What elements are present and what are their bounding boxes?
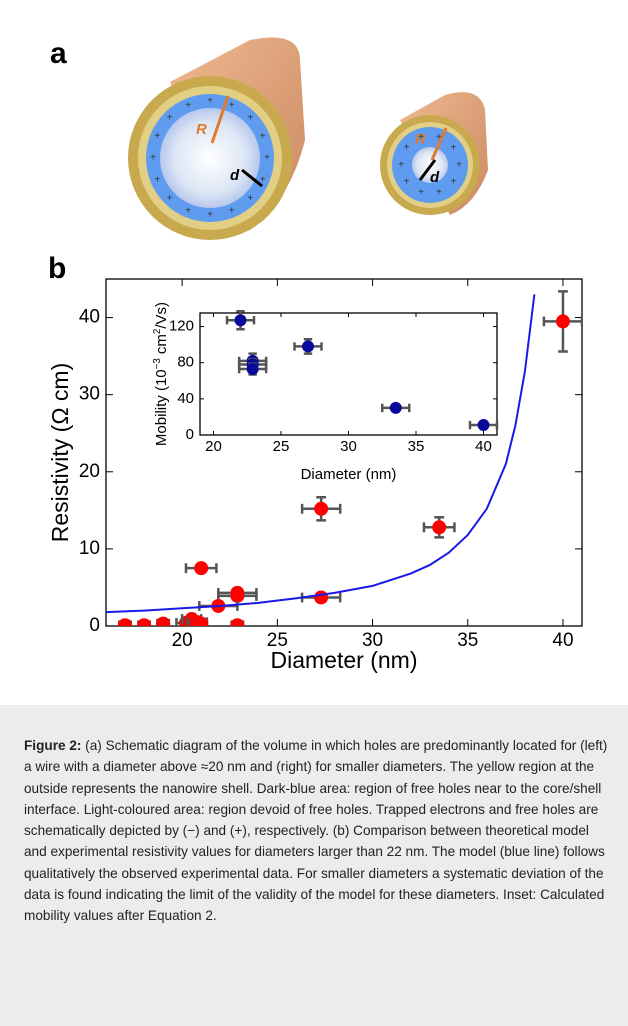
x-tick-label: 35 xyxy=(457,630,478,651)
figure: a R d R d ++++++++++++ + +++++++++++ ++ b 2… xyxy=(47,37,583,673)
x-tick-label: 30 xyxy=(362,630,383,651)
data-point xyxy=(230,618,245,626)
svg-text:+: + xyxy=(398,160,404,171)
svg-text:+: + xyxy=(247,112,253,123)
panel-label: b xyxy=(48,252,66,285)
svg-text:+: + xyxy=(229,205,235,216)
svg-text:+: + xyxy=(185,100,191,111)
label-R: R xyxy=(415,131,426,148)
svg-text:+: + xyxy=(207,210,213,221)
svg-text:+: + xyxy=(451,177,457,188)
label-d: d xyxy=(230,167,240,184)
data-point xyxy=(302,340,314,353)
svg-text:+: + xyxy=(154,174,160,185)
y-axis-label-part: −3 xyxy=(152,358,163,369)
data-point xyxy=(389,401,402,414)
x-tick-label: 40 xyxy=(475,438,492,455)
svg-text:+: + xyxy=(207,96,213,107)
svg-text:+: + xyxy=(404,143,410,154)
y-axis-label: Resistivity (Ω cm) xyxy=(47,363,73,542)
caption-label: Figure 2: xyxy=(24,738,82,753)
svg-text:+: + xyxy=(229,100,235,111)
y-axis-label-part: Mobility (10 xyxy=(153,369,170,446)
wire-large: R d xyxy=(128,37,305,240)
label-d: d xyxy=(430,169,440,186)
x-tick-label: 35 xyxy=(408,438,425,455)
caption-text: (a) Schematic diagram of the volume in w… xyxy=(24,738,608,924)
plot-frame xyxy=(199,312,498,436)
svg-text:+: + xyxy=(154,131,160,142)
x-axis-label: Diameter (nm) xyxy=(301,466,397,483)
svg-text:+: + xyxy=(404,177,410,188)
x-tick-label: 20 xyxy=(205,438,222,455)
plot-frame xyxy=(105,278,583,627)
svg-text:+: + xyxy=(260,131,266,142)
plot-area xyxy=(106,290,582,626)
svg-text:+: + xyxy=(264,153,270,164)
plot-area xyxy=(225,309,499,432)
x-tick-label: 25 xyxy=(267,630,288,651)
x-tick-label: 20 xyxy=(172,630,193,651)
data-point xyxy=(246,363,259,376)
y-tick-label: 120 xyxy=(169,318,194,335)
svg-text:+: + xyxy=(436,132,442,143)
svg-text:+: + xyxy=(418,132,424,143)
svg-text:+: + xyxy=(418,187,424,198)
svg-text:+: + xyxy=(260,174,266,185)
x-axis-label: Diameter (nm) xyxy=(271,647,418,673)
svg-text:+: + xyxy=(167,193,173,204)
charge-symbols: ++++++++++++ + +++++++++++ ++ xyxy=(150,96,462,221)
y-tick-label: 30 xyxy=(79,384,100,405)
svg-text:+: + xyxy=(436,187,442,198)
y-tick-label: 80 xyxy=(177,354,194,371)
svg-text:+: + xyxy=(167,112,173,123)
y-axis-label: Mobility (10−3 cm2/Vs) xyxy=(152,302,170,446)
data-point xyxy=(194,616,209,626)
data-point xyxy=(477,419,490,432)
label-R: R xyxy=(196,121,207,138)
model-line xyxy=(106,294,536,614)
svg-text:+: + xyxy=(185,205,191,216)
svg-text:+: + xyxy=(456,160,462,171)
y-tick-label: 0 xyxy=(89,615,100,636)
y-tick-label: 40 xyxy=(177,390,194,407)
svg-text:+: + xyxy=(247,193,253,204)
y-tick-label: 10 xyxy=(79,538,100,559)
data-point xyxy=(194,561,209,576)
data-point xyxy=(432,520,447,535)
y-tick-label: 20 xyxy=(79,461,100,482)
data-point xyxy=(156,616,171,626)
y-axis-label-part: cm xyxy=(153,334,170,358)
panel-label: a xyxy=(50,37,67,70)
data-point xyxy=(555,314,570,329)
y-tick-label: 0 xyxy=(186,426,194,443)
y-axis-label-part: /Vs) xyxy=(153,302,170,329)
y-axis-label-part: 2 xyxy=(152,329,163,334)
data-point xyxy=(314,590,329,605)
data-point xyxy=(314,501,329,516)
caption: Figure 2: (a) Schematic diagram of the v… xyxy=(0,705,628,1026)
data-point xyxy=(118,618,133,626)
y-tick-label: 40 xyxy=(79,307,100,328)
wire-small: R d xyxy=(380,92,488,215)
svg-text:+: + xyxy=(150,153,156,164)
data-point xyxy=(230,588,245,603)
data-point xyxy=(137,618,152,626)
svg-text:+: + xyxy=(451,143,457,154)
x-tick-label: 40 xyxy=(552,630,573,651)
x-tick-label: 30 xyxy=(340,438,357,455)
x-tick-label: 25 xyxy=(273,438,290,455)
data-point xyxy=(234,314,247,327)
